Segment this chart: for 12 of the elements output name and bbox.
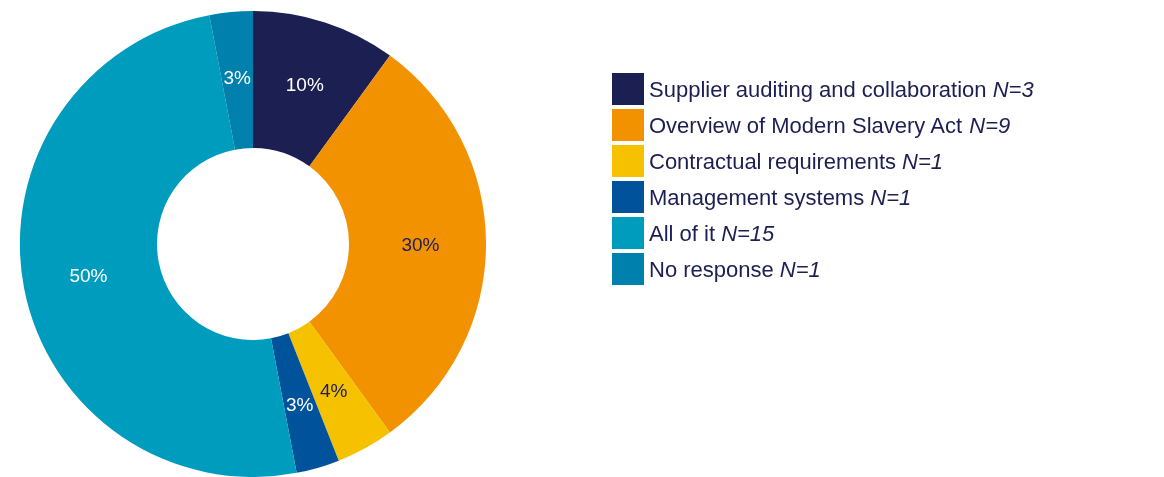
legend-label: No response N=1 bbox=[649, 256, 821, 282]
data-label: 50% bbox=[69, 264, 108, 286]
legend-label: Overview of Modern Slavery Act N=9 bbox=[649, 112, 1011, 138]
legend-label: Contractual requirements N=1 bbox=[649, 148, 944, 174]
data-label: 30% bbox=[401, 233, 440, 255]
legend-label: Supplier auditing and collaboration N=3 bbox=[649, 76, 1035, 102]
data-label: 10% bbox=[285, 74, 324, 96]
data-label: 4% bbox=[319, 380, 348, 402]
legend-label: Management systems N=1 bbox=[649, 184, 912, 210]
data-label: 3% bbox=[223, 66, 252, 88]
legend-label: All of it N=15 bbox=[649, 220, 776, 246]
data-label: 3% bbox=[286, 394, 314, 416]
